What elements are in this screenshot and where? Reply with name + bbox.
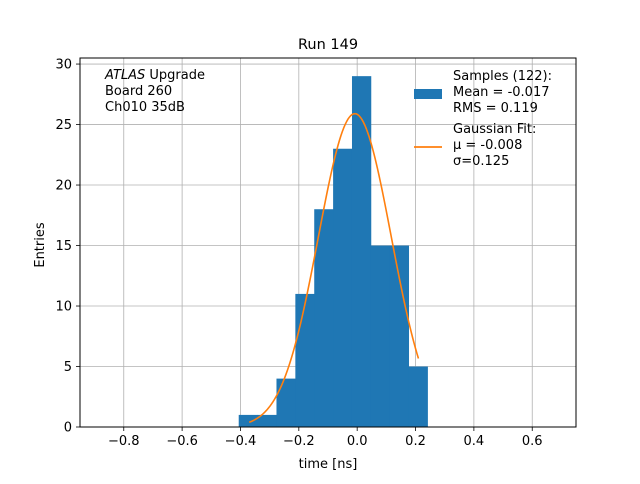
annotation-line: Board 260 xyxy=(105,84,172,99)
plot-frame xyxy=(79,57,577,428)
x-tick-label: 0.4 xyxy=(464,434,485,449)
y-tick-label: 0 xyxy=(64,421,72,436)
y-tick-label: 10 xyxy=(55,300,72,315)
x-tick-label: −0.6 xyxy=(166,434,198,449)
x-tick-label: 0.2 xyxy=(405,434,426,449)
y-tick-label: 30 xyxy=(55,58,72,73)
legend-marker-samples xyxy=(414,89,442,99)
histogram-bar xyxy=(238,414,258,427)
gaussian-fit xyxy=(248,112,420,424)
histogram-bar xyxy=(257,414,277,427)
x-axis-label: time [ns] xyxy=(299,457,358,472)
legend-text: Gaussian Fit: xyxy=(453,122,536,137)
axis-ticks: −0.8 −0.6 −0.4 −0.2 0.0 0.2 0.4 0.6 0 5 10 15 20 25 30 xyxy=(55,58,542,449)
histogram-bar xyxy=(351,76,372,428)
x-tick-label: −0.4 xyxy=(225,434,257,449)
legend-text: Samples (122): xyxy=(453,69,552,84)
histogram-bars xyxy=(238,76,428,428)
legend-text: Mean = -0.017 xyxy=(453,85,549,100)
histogram-bar xyxy=(295,293,315,427)
fit-curve xyxy=(248,112,420,424)
histogram-bar xyxy=(314,209,334,427)
x-tick-label: −0.2 xyxy=(283,434,315,449)
legend-text: μ = -0.008 xyxy=(453,138,522,153)
histogram-bar xyxy=(408,366,428,427)
x-tick-label: 0.6 xyxy=(522,434,543,449)
y-tick-label: 20 xyxy=(55,179,72,194)
chart-title: Run 149 xyxy=(298,37,358,53)
legend-text: σ=0.125 xyxy=(453,154,509,169)
histogram-bar xyxy=(333,148,353,427)
legend-text: RMS = 0.119 xyxy=(453,101,538,116)
y-tick-label: 5 xyxy=(64,360,72,375)
y-tick-label: 25 xyxy=(55,118,72,133)
y-tick-label: 15 xyxy=(55,239,72,254)
histogram-bar xyxy=(370,245,391,427)
atlas-annotation: ATLAS Upgrade Board 260 Ch010 35dB xyxy=(104,68,205,115)
histogram-bar xyxy=(389,245,410,427)
annotation-line: Ch010 35dB xyxy=(105,100,185,115)
x-tick-label: −0.8 xyxy=(108,434,140,449)
legend: Samples (122): Mean = -0.017 RMS = 0.119… xyxy=(414,69,552,169)
histogram-bar xyxy=(276,378,296,427)
y-axis-label: Entries xyxy=(33,222,48,268)
annotation-line: ATLAS Upgrade xyxy=(104,68,205,83)
x-tick-label: 0.0 xyxy=(347,434,368,449)
